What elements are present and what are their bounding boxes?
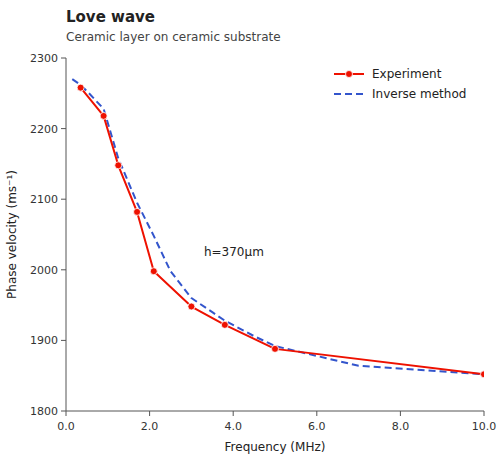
y-tick-label: 1900 xyxy=(30,334,58,347)
x-tick xyxy=(66,411,67,416)
y-tick-label: 1800 xyxy=(30,405,58,418)
series-line xyxy=(72,79,484,374)
series-line xyxy=(81,88,484,375)
point xyxy=(150,268,157,275)
y-tick xyxy=(61,411,66,412)
x-tick-label: 4.0 xyxy=(224,420,242,433)
legend-swatch xyxy=(334,93,364,95)
x-tick xyxy=(316,411,317,416)
legend: Experiment Inverse method xyxy=(334,67,466,101)
plot-area xyxy=(72,79,484,378)
x-tick xyxy=(233,411,234,416)
x-tick-label: 2.0 xyxy=(141,420,159,433)
y-tick xyxy=(61,58,66,59)
x-tick-label: 6.0 xyxy=(308,420,326,433)
legend-label: Experiment xyxy=(372,67,442,81)
point xyxy=(100,112,107,119)
y-tick-label: 2100 xyxy=(30,193,58,206)
x-tick-label: 10.0 xyxy=(472,420,497,433)
y-tick-label: 2000 xyxy=(30,264,58,277)
y-tick xyxy=(61,128,66,129)
annotation: h=370μm xyxy=(204,245,264,259)
point xyxy=(272,345,279,352)
x-axis-label: Frequency (MHz) xyxy=(225,440,326,454)
title: Love wave xyxy=(66,8,155,26)
legend-marker xyxy=(346,71,353,78)
point xyxy=(77,84,84,91)
series xyxy=(77,84,484,378)
x-axis-line xyxy=(66,411,484,412)
x-tick xyxy=(400,411,401,416)
point xyxy=(115,162,122,169)
x-tick xyxy=(484,411,485,416)
y-axis-label: Phase velocity (ms⁻¹) xyxy=(5,170,19,299)
y-tick-label: 2200 xyxy=(30,123,58,136)
point xyxy=(221,321,228,328)
subtitle: Ceramic layer on ceramic substrate xyxy=(66,30,281,44)
y-tick xyxy=(61,340,66,341)
point xyxy=(134,208,141,215)
axes: 0.0 2.0 4.0 6.0 8.0 10.0 1800 1900 2000 2100 2200 2… xyxy=(30,52,496,433)
y-tick xyxy=(61,269,66,270)
y-tick xyxy=(61,199,66,200)
x-tick-label: 8.0 xyxy=(392,420,410,433)
series xyxy=(72,79,484,374)
point xyxy=(481,371,485,378)
legend-label: Inverse method xyxy=(372,87,466,101)
y-axis-line xyxy=(66,58,67,411)
x-tick-label: 0.0 xyxy=(57,420,75,433)
point xyxy=(188,303,195,310)
y-tick-label: 2300 xyxy=(30,52,58,65)
x-tick xyxy=(149,411,150,416)
chart: Love wave Ceramic layer on ceramic substr… xyxy=(0,0,500,461)
